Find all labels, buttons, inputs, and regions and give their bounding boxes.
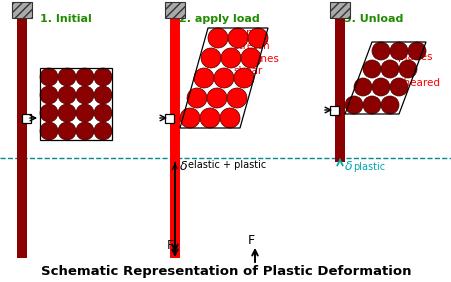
Circle shape (187, 88, 207, 108)
Circle shape (201, 48, 221, 68)
Circle shape (407, 42, 425, 60)
Circle shape (76, 86, 94, 104)
Circle shape (58, 104, 76, 122)
Text: planes
still
sheared: planes still sheared (397, 52, 439, 88)
Text: F: F (166, 239, 174, 252)
Circle shape (94, 122, 112, 140)
Circle shape (362, 96, 380, 114)
Circle shape (221, 48, 240, 68)
Circle shape (193, 68, 213, 88)
Circle shape (389, 42, 407, 60)
Circle shape (76, 104, 94, 122)
Text: elastic + plastic: elastic + plastic (188, 160, 266, 170)
Circle shape (207, 28, 227, 48)
Bar (329, 2, 349, 18)
Circle shape (207, 88, 226, 108)
Circle shape (371, 78, 389, 96)
Circle shape (40, 122, 58, 140)
Text: 3. Unload: 3. Unload (343, 14, 402, 24)
Text: $\delta$: $\delta$ (343, 160, 352, 173)
Circle shape (94, 104, 112, 122)
Bar (334, 18, 344, 162)
Circle shape (227, 28, 248, 48)
Bar (23, 113, 32, 122)
Circle shape (240, 48, 260, 68)
Text: F: F (248, 234, 254, 247)
Circle shape (58, 68, 76, 86)
Text: plastic: plastic (352, 162, 384, 172)
Circle shape (58, 86, 76, 104)
Circle shape (380, 96, 398, 114)
Circle shape (58, 122, 76, 140)
Circle shape (389, 78, 407, 96)
Circle shape (226, 88, 246, 108)
Bar (40, 68, 112, 140)
Circle shape (213, 68, 234, 88)
Bar (165, 113, 174, 122)
Bar (12, 2, 32, 18)
Circle shape (76, 68, 94, 86)
Circle shape (76, 122, 94, 140)
Bar (170, 18, 179, 258)
Text: Schematic Representation of Plastic Deformation: Schematic Representation of Plastic Defo… (41, 265, 410, 278)
Circle shape (380, 60, 398, 78)
Circle shape (371, 42, 389, 60)
Circle shape (199, 108, 220, 128)
Circle shape (94, 68, 112, 86)
Circle shape (398, 60, 416, 78)
Bar (17, 18, 27, 258)
Circle shape (179, 108, 199, 128)
Circle shape (248, 28, 267, 48)
Text: $\delta$: $\delta$ (179, 160, 188, 173)
Circle shape (94, 86, 112, 104)
Circle shape (234, 68, 253, 88)
Circle shape (362, 60, 380, 78)
Bar (330, 105, 339, 114)
Circle shape (353, 78, 371, 96)
Bar (165, 2, 184, 18)
Circle shape (40, 68, 58, 86)
Circle shape (220, 108, 239, 128)
Text: 1. Initial: 1. Initial (40, 14, 92, 24)
Circle shape (40, 86, 58, 104)
Circle shape (344, 96, 362, 114)
Text: 2. apply load: 2. apply load (179, 14, 259, 24)
Circle shape (40, 104, 58, 122)
Text: bonds
stretch
& planes
shear: bonds stretch & planes shear (232, 28, 278, 76)
